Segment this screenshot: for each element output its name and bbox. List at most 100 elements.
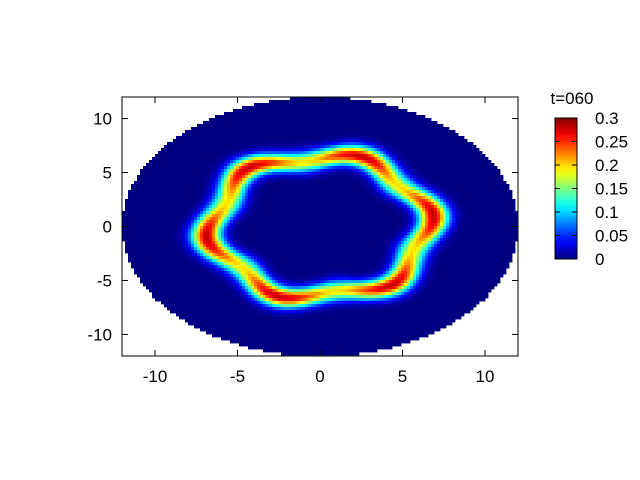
heatmap-cell (413, 169, 417, 173)
heatmap-cell (371, 127, 375, 131)
heatmap-cell (368, 154, 372, 158)
heatmap-cell (455, 142, 459, 146)
heatmap-cell (323, 229, 327, 233)
heatmap-cell (455, 214, 459, 218)
heatmap-cell (341, 100, 345, 104)
heatmap-cell (392, 130, 396, 134)
heatmap-cell (260, 133, 264, 137)
heatmap-cell (509, 190, 513, 194)
heatmap-cell (254, 220, 258, 224)
heatmap-cell (209, 133, 213, 137)
heatmap-cell (128, 199, 132, 203)
heatmap-cell (146, 163, 150, 167)
heatmap-cell (263, 160, 267, 164)
heatmap-cell (221, 196, 225, 200)
heatmap-cell (377, 187, 381, 191)
heatmap-cell (239, 163, 243, 167)
heatmap-cell (308, 214, 312, 218)
heatmap-cell (335, 166, 339, 170)
heatmap-cell (380, 187, 384, 191)
heatmap-cell (413, 214, 417, 218)
heatmap-cell (386, 127, 390, 131)
heatmap-cell (482, 205, 486, 209)
heatmap-cell (167, 169, 171, 173)
heatmap-cell (224, 139, 228, 143)
heatmap-cell (338, 199, 342, 203)
heatmap-cell (374, 223, 378, 227)
heatmap-cell (248, 109, 252, 113)
heatmap-cell (290, 151, 294, 155)
heatmap-cell (248, 232, 252, 236)
heatmap-cell (398, 121, 402, 125)
heatmap-cell (407, 187, 411, 191)
heatmap-cell (236, 115, 240, 119)
heatmap-cell (419, 118, 423, 122)
heatmap-cell (356, 217, 360, 221)
heatmap-cell (395, 208, 399, 212)
heatmap-cell (266, 202, 270, 206)
heatmap-cell (284, 169, 288, 173)
heatmap-cell (206, 208, 210, 212)
heatmap-cell (353, 133, 357, 137)
heatmap-cell (359, 181, 363, 185)
heatmap-cell (287, 139, 291, 143)
heatmap-cell (182, 157, 186, 161)
heatmap-cell (401, 163, 405, 167)
heatmap-cell (248, 127, 252, 131)
heatmap-cell (167, 193, 171, 197)
heatmap-cell (500, 235, 504, 239)
heatmap-cell (452, 175, 456, 179)
heatmap-cell (251, 229, 255, 233)
heatmap-cell (275, 169, 279, 173)
heatmap-cell (401, 124, 405, 128)
heatmap-cell (233, 133, 237, 137)
heatmap-cell (449, 223, 453, 227)
heatmap-cell (467, 190, 471, 194)
heatmap-cell (254, 133, 258, 137)
heatmap-cell (347, 214, 351, 218)
heatmap-cell (188, 184, 192, 188)
heatmap-cell (425, 178, 429, 182)
heatmap-cell (335, 97, 339, 101)
heatmap-cell (239, 130, 243, 134)
heatmap-cell (485, 202, 489, 206)
heatmap-cell (347, 106, 351, 110)
heatmap-cell (344, 175, 348, 179)
heatmap-cell (362, 181, 366, 185)
heatmap-cell (176, 178, 180, 182)
heatmap-cell (149, 211, 153, 215)
heatmap-cell (161, 193, 165, 197)
heatmap-cell (308, 202, 312, 206)
heatmap-cell (443, 202, 447, 206)
heatmap-cell (506, 184, 510, 188)
heatmap-cell (215, 124, 219, 128)
heatmap-cell (158, 196, 162, 200)
heatmap-cell (332, 199, 336, 203)
heatmap-cell (251, 109, 255, 113)
heatmap-cell (320, 235, 324, 239)
heatmap-cell (380, 226, 384, 230)
heatmap-cell (392, 235, 396, 239)
heatmap-cell (329, 181, 333, 185)
heatmap-cell (302, 235, 306, 239)
heatmap-cell (455, 154, 459, 158)
heatmap-cell (383, 205, 387, 209)
heatmap-cell (296, 97, 300, 101)
heatmap-cell (224, 229, 228, 233)
heatmap-cell (215, 229, 219, 233)
heatmap-cell (326, 112, 330, 116)
heatmap-cell (287, 193, 291, 197)
heatmap-cell (275, 232, 279, 236)
heatmap-cell (488, 190, 492, 194)
heatmap-cell (422, 187, 426, 191)
heatmap-cell (365, 103, 369, 107)
heatmap-cell (149, 208, 153, 212)
heatmap-cell (389, 211, 393, 215)
heatmap-cell (446, 178, 450, 182)
heatmap-cell (137, 193, 141, 197)
heatmap-cell (224, 142, 228, 146)
heatmap-cell (485, 229, 489, 233)
heatmap-cell (365, 232, 369, 236)
heatmap-cell (179, 226, 183, 230)
heatmap-cell (464, 232, 468, 236)
